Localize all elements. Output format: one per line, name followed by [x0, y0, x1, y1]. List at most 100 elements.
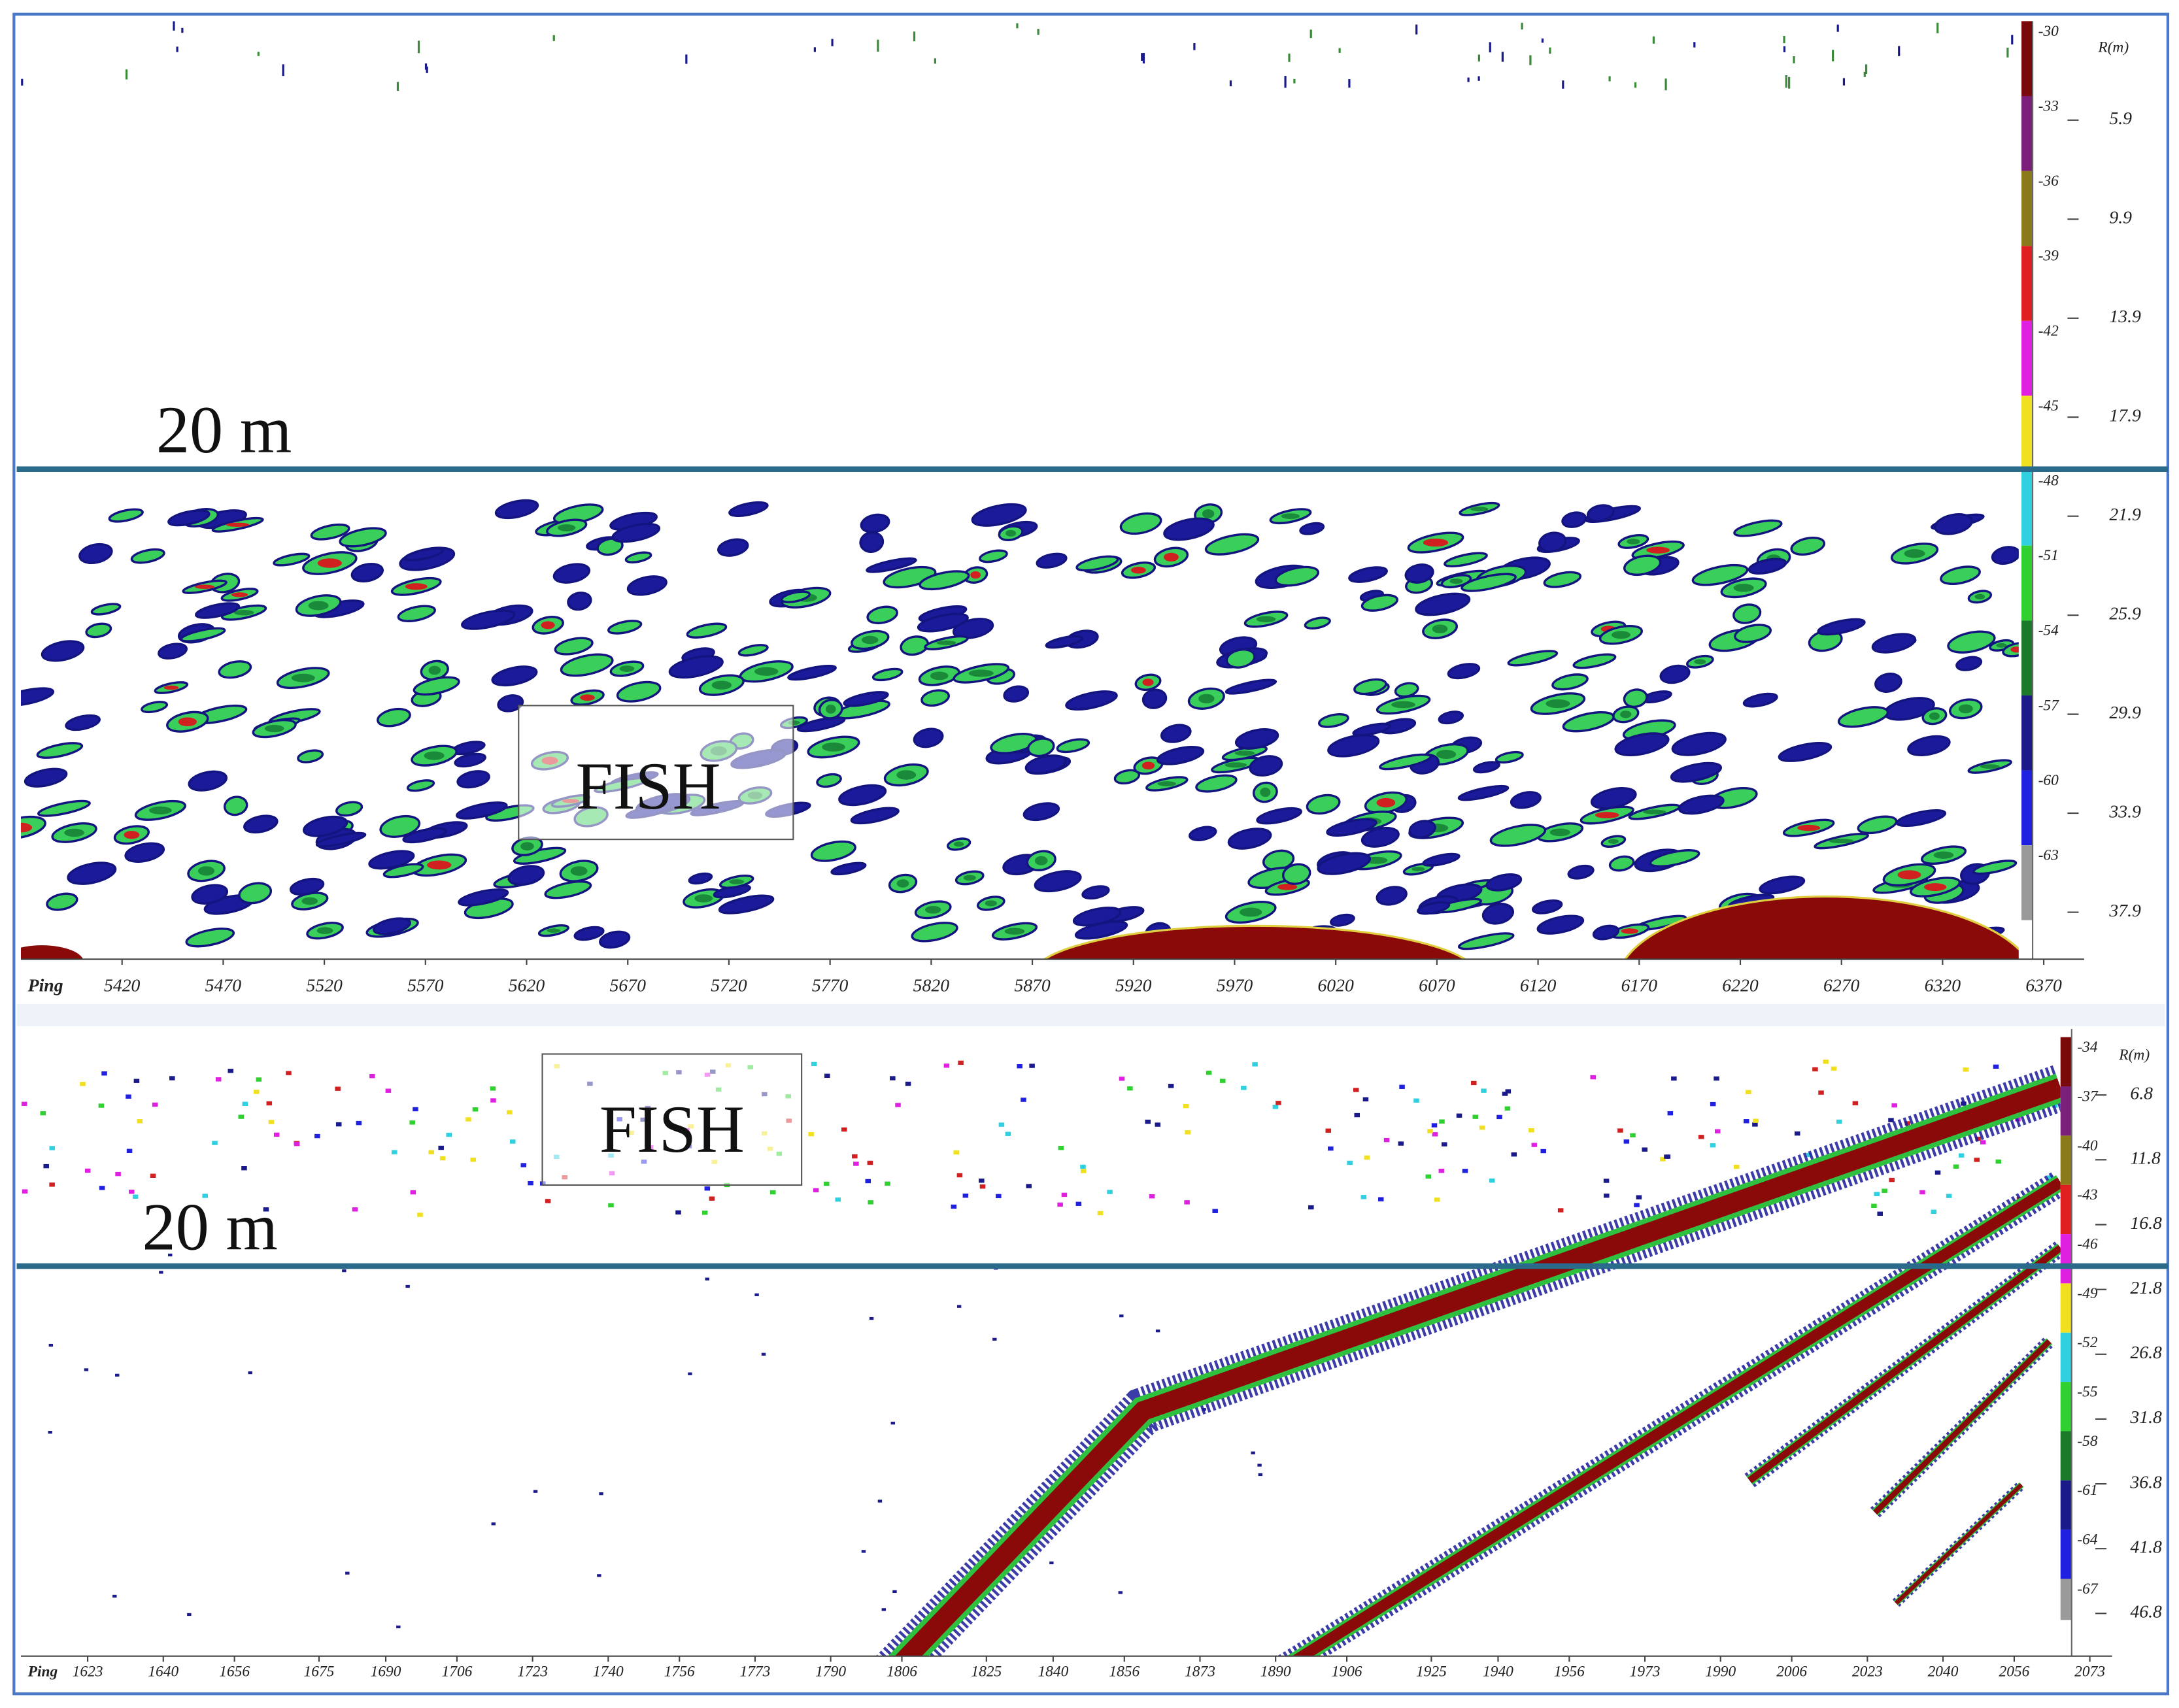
noise	[439, 1156, 446, 1161]
colorbar-label: -55	[2077, 1384, 2098, 1401]
x-tick-label: 5870	[1014, 975, 1051, 996]
noise	[853, 1162, 859, 1166]
noise	[1889, 1177, 1895, 1182]
fish-echo	[866, 557, 917, 573]
y-axis-label: R(m)	[2118, 1047, 2150, 1063]
x-tick-label: 1906	[1332, 1664, 1362, 1681]
fish-echo	[810, 840, 856, 862]
noise	[1752, 1122, 1758, 1127]
noise	[1478, 54, 1480, 62]
fish-echo	[238, 882, 273, 905]
noise	[1127, 1086, 1133, 1091]
y-tick-label: 9.9	[2109, 207, 2132, 227]
noise	[1489, 1178, 1495, 1183]
fish-echo-core	[1164, 552, 1179, 562]
noise	[1660, 1157, 1666, 1162]
fish-echo	[1972, 860, 2018, 875]
x-tick-label: 1873	[1185, 1664, 1215, 1681]
fish-echo-core	[317, 558, 342, 568]
noise	[98, 1103, 105, 1108]
y-axis-label: R(m)	[2097, 39, 2129, 56]
noise	[1467, 77, 1470, 82]
fish-echo	[1360, 594, 1398, 612]
fish-echo-core	[1829, 839, 1854, 844]
noise	[1540, 1148, 1546, 1154]
noise	[701, 1211, 708, 1215]
fish-echo	[866, 605, 898, 625]
x-tick-label: 5770	[812, 975, 849, 996]
noise	[1479, 1125, 1485, 1130]
x-tick-label: 2006	[1776, 1664, 1807, 1681]
y-tick-label: 29.9	[2109, 702, 2141, 722]
fish-echo	[1204, 533, 1260, 556]
fish-echo	[971, 503, 1027, 527]
noise	[1026, 1184, 1032, 1188]
fish-echo	[1326, 818, 1377, 837]
fish-echo-core	[694, 894, 713, 903]
fish-echo	[1817, 618, 1866, 636]
fish-echo	[180, 627, 226, 643]
separator	[16, 1003, 2165, 1026]
noise	[1251, 1451, 1255, 1454]
fish-echo	[1732, 603, 1762, 624]
fish-echo	[624, 551, 652, 563]
noise	[841, 1127, 847, 1132]
fish-echo	[1592, 924, 1620, 941]
fish-echo	[403, 547, 445, 561]
fish-echo-core	[20, 822, 33, 833]
noise	[254, 1090, 260, 1094]
fish-echo	[1024, 754, 1067, 775]
noise	[813, 1188, 819, 1193]
noise	[1481, 1088, 1487, 1093]
fish-echo	[36, 742, 84, 759]
fish-echo-core	[301, 897, 318, 905]
fish-echo	[616, 680, 662, 703]
colorbar-label: -58	[2077, 1433, 2098, 1450]
fish-echo-core	[1141, 762, 1155, 770]
noise	[951, 1204, 957, 1209]
noise	[890, 1076, 896, 1080]
fish-echo	[1489, 824, 1547, 847]
fish-echo-core	[985, 900, 997, 907]
noise	[761, 1352, 766, 1356]
fish-echo	[1659, 664, 1691, 684]
x-tick-label: 1623	[73, 1664, 103, 1681]
noise	[1037, 29, 1039, 35]
noise	[1119, 1314, 1124, 1318]
noise	[1016, 23, 1019, 29]
noise	[865, 1179, 871, 1184]
noise	[1636, 1195, 1642, 1199]
fish-echo	[560, 653, 614, 677]
fish-echo	[1281, 863, 1311, 885]
fish-echo-core	[194, 584, 215, 589]
fish-echo	[626, 575, 667, 596]
noise	[465, 1117, 471, 1122]
noise	[1664, 1154, 1670, 1159]
noise	[1309, 29, 1312, 39]
x-tick-label: 1690	[371, 1664, 401, 1681]
colorbar-label: -42	[2038, 322, 2059, 339]
fish-echo	[1947, 630, 1996, 654]
noise	[1963, 1067, 1969, 1072]
fish-echo	[900, 635, 930, 656]
noise	[126, 1094, 131, 1099]
noise	[1212, 1209, 1218, 1213]
seabed	[20, 945, 84, 960]
noise	[958, 1060, 964, 1065]
y-tick-label: 5.9	[2109, 108, 2132, 128]
fish-echo-core	[1546, 699, 1570, 709]
fish-echo-core	[1974, 594, 1985, 599]
noise	[1427, 1129, 1433, 1133]
fish-echo-core	[1277, 884, 1298, 890]
fish-echo	[1614, 732, 1670, 756]
fish-echo-core	[1436, 750, 1457, 760]
fish-echo	[1543, 571, 1582, 588]
fish-echo-core	[936, 640, 956, 645]
noise	[21, 1101, 27, 1106]
noise	[1953, 1164, 1959, 1169]
fish-echo	[979, 549, 1008, 563]
noise	[1931, 1209, 1937, 1214]
noise	[1431, 1123, 1438, 1128]
fish-echo-core	[1411, 867, 1425, 872]
